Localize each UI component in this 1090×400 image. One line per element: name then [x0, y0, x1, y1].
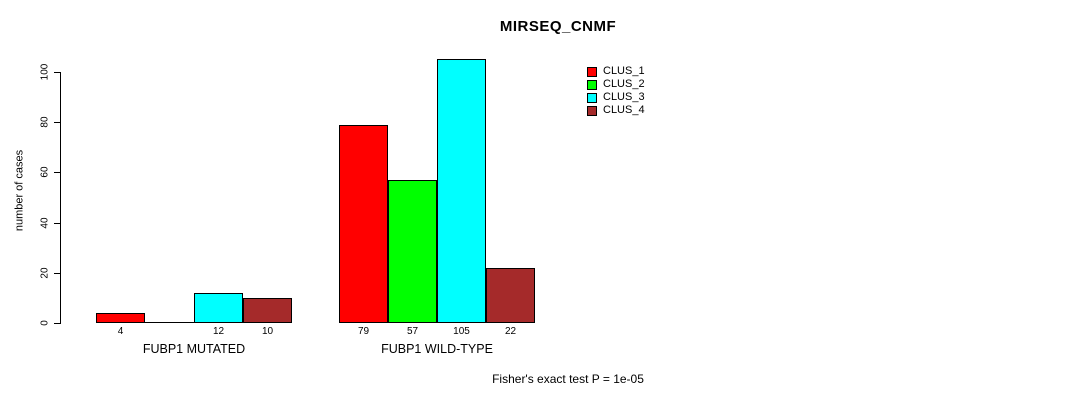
- legend-swatch-icon: [587, 92, 597, 103]
- legend-row: CLUS_3: [587, 91, 645, 104]
- bar-clus_4-0: [243, 298, 292, 323]
- legend-row: CLUS_4: [587, 104, 645, 117]
- y-axis-tick-label: 20: [39, 267, 51, 279]
- bar-clus_1-0: [96, 313, 145, 323]
- bar-value-label: 57: [406, 326, 419, 337]
- bar-clus_2-1: [388, 180, 437, 323]
- bar-clus_1-1: [339, 125, 388, 323]
- legend-label: CLUS_1: [603, 65, 645, 77]
- legend-swatch-icon: [587, 66, 597, 77]
- legend-row: CLUS_1: [587, 65, 645, 78]
- bar-clus_3-1: [437, 59, 486, 323]
- legend-swatch-icon: [587, 105, 597, 116]
- y-axis-tick: [54, 122, 60, 123]
- y-axis-tick: [54, 172, 60, 173]
- bar-value-label: 22: [504, 326, 517, 337]
- legend: CLUS_1 CLUS_2 CLUS_3 CLUS_4: [587, 65, 645, 117]
- bar-clus_2-0-zero: [145, 322, 194, 323]
- y-axis-tick-label: 100: [39, 63, 51, 81]
- y-axis-tick: [54, 72, 60, 73]
- bar-value-label: 4: [117, 326, 124, 337]
- legend-row: CLUS_2: [587, 78, 645, 91]
- y-axis-tick: [54, 323, 60, 324]
- chart-title: MIRSEQ_CNMF: [499, 18, 617, 35]
- y-axis-tick: [54, 273, 60, 274]
- bar-clus_4-1: [486, 268, 535, 323]
- y-axis-tick-label: 60: [39, 166, 51, 178]
- annotation-text: Fisher's exact test P = 1e-05: [492, 372, 644, 386]
- category-label: FUBP1 MUTATED: [142, 342, 246, 356]
- bar-clus_3-0: [194, 293, 243, 323]
- category-label: FUBP1 WILD-TYPE: [381, 342, 493, 356]
- legend-swatch-icon: [587, 79, 597, 90]
- legend-label: CLUS_4: [603, 104, 645, 116]
- bar-value-label: 105: [453, 326, 470, 337]
- y-axis-tick-label: 80: [39, 116, 51, 128]
- y-axis-tick-label: 0: [39, 320, 51, 326]
- legend-label: CLUS_2: [603, 78, 645, 90]
- y-axis-tick: [54, 223, 60, 224]
- y-axis-label: number of cases: [13, 149, 26, 232]
- legend-label: CLUS_3: [603, 91, 645, 103]
- y-axis-line: [60, 72, 61, 324]
- y-axis-tick-label: 40: [39, 217, 51, 229]
- bar-value-label: 10: [261, 326, 274, 337]
- bar-value-label: 12: [212, 326, 225, 337]
- bar-value-label: 79: [357, 326, 370, 337]
